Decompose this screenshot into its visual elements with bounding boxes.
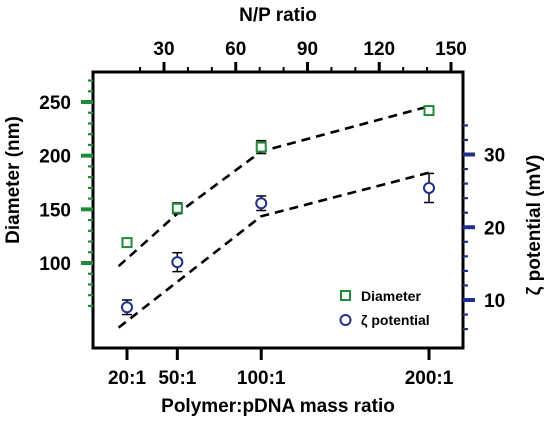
- point-zeta: [171, 256, 184, 269]
- bottom-tick-label: 20:1: [108, 368, 146, 389]
- left-tick-label: 250: [39, 93, 71, 114]
- bottom-tick-label: 100:1: [237, 368, 286, 389]
- top-axis-ticks: 30 60 90 120 150: [139, 39, 467, 72]
- right-tick-label: 10: [484, 291, 505, 312]
- left-axis-title: Diameter (nm): [3, 116, 24, 244]
- right-tick-label: 20: [484, 218, 505, 239]
- trend-line-zeta: [117, 171, 430, 329]
- point-diameter: [121, 237, 133, 249]
- top-tick-label: 120: [363, 39, 395, 60]
- top-tick-label: 90: [297, 39, 318, 60]
- legend: Diameter ζ potential: [339, 288, 430, 328]
- point-zeta: [423, 181, 435, 194]
- top-tick-label: 30: [153, 39, 174, 60]
- trend-lines: [117, 105, 430, 329]
- left-tick-label: 100: [39, 254, 71, 275]
- legend-marker-diameter: [340, 290, 351, 301]
- top-tick-label: 150: [435, 39, 467, 60]
- left-tick-label: 200: [39, 147, 71, 168]
- bottom-tick-label: 200:1: [405, 368, 454, 389]
- top-axis-title: N/P ratio: [239, 5, 317, 26]
- point-diameter: [171, 202, 183, 214]
- top-tick-label: 60: [225, 39, 246, 60]
- bottom-axis-ticks: 20:1 50:1 100:1 200:1: [108, 348, 454, 389]
- point-diameter: [255, 141, 267, 153]
- point-zeta: [255, 197, 268, 210]
- legend-marker-zeta: [339, 314, 352, 326]
- bottom-tick-label: 50:1: [158, 368, 196, 389]
- trend-line-diameter: [117, 105, 430, 268]
- legend-label-zeta: ζ potential: [361, 312, 430, 328]
- right-tick-label: 30: [484, 146, 505, 167]
- legend-label-diameter: Diameter: [361, 288, 421, 304]
- right-axis-title: ζ potential (mV): [524, 155, 545, 296]
- data-points: [121, 105, 435, 316]
- left-axis-ticks: 100 150 200 250: [39, 79, 93, 308]
- left-tick-label: 150: [39, 200, 71, 221]
- bottom-axis-title: Polymer:pDNA mass ratio: [161, 396, 395, 417]
- point-diameter: [423, 105, 435, 117]
- right-axis-ticks: 10 20 30: [463, 124, 505, 331]
- point-zeta: [121, 301, 133, 314]
